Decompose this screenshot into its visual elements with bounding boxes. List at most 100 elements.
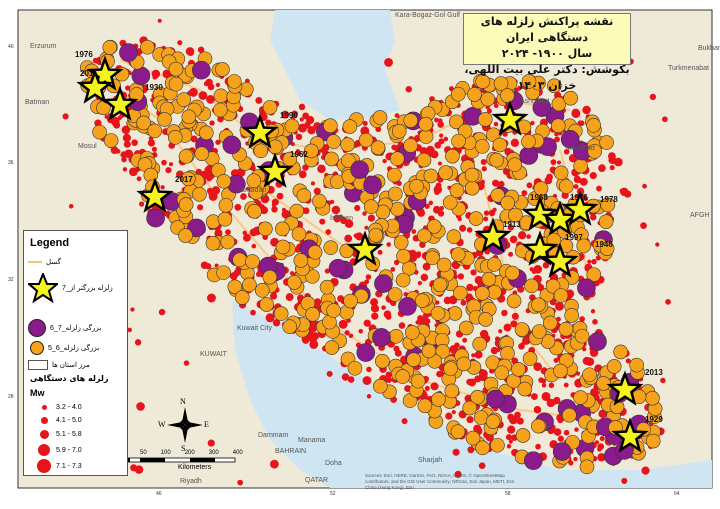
legend-class: 4.1 - 5.0	[36, 417, 82, 424]
earthquake-point-small	[358, 328, 364, 334]
earthquake-point-small	[424, 318, 431, 325]
earthquake-point-5-6	[395, 369, 410, 384]
earthquake-point-5-6	[477, 112, 493, 127]
earthquake-point-5-6	[339, 243, 355, 259]
earthquake-point-small	[160, 185, 165, 190]
earthquake-point-small	[370, 298, 379, 307]
class-label: 5.1 - 5.8	[56, 431, 82, 438]
earthquake-point-small	[250, 309, 256, 316]
earthquake-point-5-6	[387, 287, 403, 302]
place-label: Mosul	[78, 143, 97, 150]
earthquake-point-small	[546, 398, 556, 408]
earthquake-point-small	[422, 262, 431, 271]
earthquake-point-small	[298, 170, 307, 179]
earthquake-point-small	[187, 49, 195, 56]
earthquake-point-5-6	[511, 362, 526, 377]
earthquake-point-small	[439, 205, 445, 211]
earthquake-point-5-6	[564, 308, 579, 323]
place-label: Dammam	[258, 432, 289, 439]
earthquake-point-5-6	[319, 279, 335, 295]
earthquake-point-5-6	[475, 286, 490, 301]
earthquake-point-5-6	[478, 312, 493, 327]
earthquake-year-label: 1976	[75, 50, 93, 59]
earthquake-point-small	[177, 40, 183, 46]
earthquake-point-small	[568, 460, 574, 466]
earthquake-point-6-7	[398, 297, 417, 316]
earthquake-point-small	[535, 443, 541, 450]
earthquake-point-5-6	[418, 129, 434, 144]
earthquake-point-5-6	[92, 124, 107, 140]
legend-orange: بزرگی زلزله_6_5	[28, 341, 99, 355]
legend-fault: گسل	[28, 258, 61, 266]
earthquake-point-small	[437, 118, 443, 124]
earthquake-point-5-6	[490, 437, 505, 453]
earthquake-point-5-6	[531, 297, 546, 313]
earthquake-point-small	[557, 417, 564, 424]
earthquake-point-5-6	[416, 228, 432, 244]
earthquake-point-small	[434, 117, 439, 123]
place-label: Turkmenabat	[668, 65, 709, 72]
earthquake-point-small	[92, 57, 99, 64]
earthquake-point-small	[554, 131, 559, 137]
earthquake-year-label: 1990	[280, 111, 298, 120]
earthquake-point-5-6	[598, 214, 614, 229]
place-label: Mashhad	[566, 145, 595, 152]
earthquake-point-5-6	[324, 151, 339, 167]
legend-class: 3.2 - 4.0	[36, 404, 82, 411]
earthquake-point-5-6	[587, 144, 603, 159]
earthquake-point-5-6	[573, 390, 588, 405]
earthquake-point-5-6	[553, 288, 569, 303]
earthquake-point-small	[325, 229, 332, 235]
earthquake-point-small	[483, 216, 489, 222]
earthquake-point-small	[348, 221, 353, 226]
earthquake-point-small	[533, 264, 543, 274]
earthquake-point-6-7	[588, 332, 607, 351]
earthquake-point-5-6	[579, 459, 595, 475]
earthquake-point-small	[362, 120, 368, 126]
earthquake-point-small	[430, 382, 439, 391]
earthquake-point-small	[501, 309, 508, 317]
earthquake-point-small	[451, 410, 456, 415]
earthquake-point-5-6	[472, 336, 487, 352]
earthquake-point-5-6	[103, 133, 119, 148]
earthquake-point-5-6	[342, 119, 358, 134]
earthquake-point-5-6	[234, 290, 250, 305]
class-label: 4.1 - 5.0	[56, 417, 82, 424]
earthquake-point-small	[416, 251, 422, 257]
major-earthquake-star-icon	[474, 217, 512, 253]
earthquake-point-small	[437, 161, 443, 166]
earthquake-point-5-6	[167, 130, 183, 145]
legend-class: 7.1 - 7.3	[36, 459, 82, 473]
earthquake-point-5-6	[388, 186, 403, 202]
scale-tick: 400	[232, 450, 243, 456]
earthquake-point-5-6	[176, 92, 192, 107]
earthquake-point-5-6	[500, 195, 515, 211]
earthquake-point-small	[479, 369, 488, 379]
earthquake-point-6-7	[222, 135, 242, 155]
earthquake-point-small	[298, 123, 307, 133]
earthquake-point-5-6	[216, 173, 232, 189]
earthquake-point-5-6	[393, 235, 409, 250]
earthquake-point-5-6	[220, 234, 236, 250]
earthquake-point-5-6	[405, 325, 420, 340]
earthquake-point-small	[582, 356, 591, 366]
earthquake-point-5-6	[262, 100, 278, 115]
earthquake-point-5-6	[599, 135, 614, 150]
earthquake-point-small	[225, 229, 231, 236]
major-earthquake-star-icon	[346, 230, 384, 266]
earthquake-point-5-6	[550, 118, 566, 134]
earthquake-point-5-6	[470, 389, 485, 405]
earthquake-point-small	[381, 305, 386, 310]
earthquake-point-small	[621, 477, 628, 484]
earthquake-point-6-7	[560, 129, 580, 149]
earthquake-point-small	[521, 190, 528, 196]
earthquake-point-small	[660, 377, 666, 384]
earthquake-point-small	[493, 103, 499, 109]
major-earthquake-star-icon	[521, 230, 559, 266]
earthquake-point-small	[563, 429, 570, 436]
earthquake-point-small	[365, 274, 372, 280]
earthquake-point-small	[582, 347, 587, 352]
earthquake-point-small	[443, 296, 452, 305]
earthquake-point-small	[152, 74, 158, 80]
earthquake-point-5-6	[157, 112, 172, 127]
